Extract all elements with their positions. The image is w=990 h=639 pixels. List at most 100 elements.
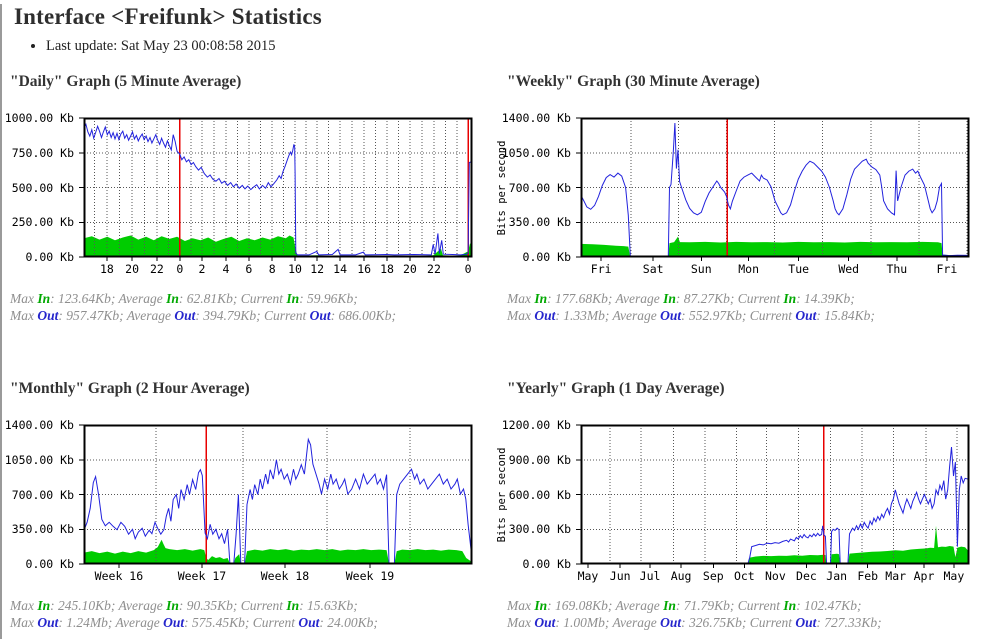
x-axis-tick-label: 12 xyxy=(310,262,325,276)
x-axis-tick-label: Fri xyxy=(590,262,612,276)
x-axis-tick-label: Week 18 xyxy=(260,569,310,583)
page-title: Interface <Freifunk> Statistics xyxy=(14,4,322,29)
y-axis-gutter: Bits per second 1400.00 Kb 1050.00 Kb 700.0… xyxy=(496,111,581,264)
stat-value: : 326.75Kb; xyxy=(681,615,750,630)
in-label: In xyxy=(166,598,179,613)
yearly-graph-title: "Yearly" Graph (1 Day Average) xyxy=(507,380,725,397)
out-label: Out xyxy=(660,308,682,323)
x-axis-tick-label: 6 xyxy=(245,262,253,276)
out-stats-line: Max Out: 1.33Mb; Average Out: 552.97Kb; … xyxy=(507,307,990,324)
stat-value: : 394.79Kb; xyxy=(195,308,265,323)
y-axis-tick-label: 0.00 Kb xyxy=(25,250,74,264)
x-axis-tick-label: 20 xyxy=(402,262,417,276)
y-axis-tick-label: 1200.00 Kb xyxy=(501,418,571,432)
stat-word: Average xyxy=(126,308,175,323)
stat-word: Average xyxy=(615,598,664,613)
plot-border xyxy=(580,424,970,565)
y-axis-gutter: 1000.00 Kb 750.00 Kb 500.00 Kb 250.00 Kb 0.0… xyxy=(2,111,84,264)
out-traffic-line xyxy=(83,122,473,256)
stat-word: Current xyxy=(737,598,784,613)
stat-value: : 1.00Mb; xyxy=(555,615,613,630)
y-axis-tick-label: 900.00 Kb xyxy=(508,452,571,467)
stat-value: : 169.08Kb; xyxy=(547,598,616,613)
in-stats-line: Max In: 245.10Kb; Average In: 90.35Kb; C… xyxy=(10,597,499,614)
mrtg-stats-page: { "page": { "title": "Interface <Freifun… xyxy=(0,4,990,639)
x-axis-tick-label: 16 xyxy=(357,262,372,276)
x-axis-tick-label: Week 19 xyxy=(345,569,395,583)
stat-value: : 1.24Mb; xyxy=(58,615,116,630)
-weekly-graph-minute-average-plot xyxy=(576,117,970,261)
x-axis-labels: Week 16 Week 17 Week 18 Week 19 xyxy=(84,569,472,586)
y-axis-tick-label: 250.00 Kb xyxy=(11,215,74,230)
x-axis-tick-label: Aug xyxy=(670,569,692,583)
stat-value: : 59.96Kb; xyxy=(299,291,358,306)
x-axis-tick-label: Week 16 xyxy=(94,569,144,583)
y-axis-tick-label: 500.00 Kb xyxy=(11,180,74,195)
in-label: In xyxy=(37,598,51,613)
in-stats-line: Max In: 177.68Kb; Average In: 87.27Kb; C… xyxy=(507,290,990,307)
graphs-row-1: "Daily" Graph (5 Minute Average) 1000.00… xyxy=(2,55,990,324)
stat-word: Average xyxy=(115,615,164,630)
x-axis-tick-label: Sun xyxy=(690,262,712,276)
monthly-graph-stats: Max In: 245.10Kb; Average In: 90.35Kb; C… xyxy=(10,597,499,631)
stat-word: Current xyxy=(264,308,310,323)
out-stats-line: Max Out: 1.00Mb; Average Out: 326.75Kb; … xyxy=(507,614,990,631)
-yearly-graph-day-average-plot xyxy=(576,424,970,568)
stat-word: Average xyxy=(612,615,661,630)
plot-area: 18 20 22 0 2 4 6 8 10 12 14 16 18 20 22 0 xyxy=(79,117,473,279)
x-axis-labels: May Jun Jul Aug Sep Oct Nov Dec Jan Feb Mar Apr May xyxy=(578,569,969,586)
stat-word: Current xyxy=(252,615,299,630)
stat-value: : 90.35Kb; xyxy=(178,598,241,613)
plot-border xyxy=(580,117,970,258)
y-axis-title: Bits per second xyxy=(496,447,508,542)
stat-value: : 15.63Kb; xyxy=(299,598,358,613)
plot-border xyxy=(83,424,473,565)
plot-area: Week 16 Week 17 Week 18 Week 19 xyxy=(79,424,473,586)
y-axis-tick-label: 1050.00 Kb xyxy=(501,145,571,160)
stat-value: : 245.10Kb; xyxy=(50,598,119,613)
x-axis-tick-label: Tue xyxy=(788,262,810,276)
stat-word: Max xyxy=(10,598,38,613)
stat-word: Max xyxy=(507,291,535,306)
x-axis-tick-label: May xyxy=(943,569,965,583)
x-axis-tick-label: 0 xyxy=(176,262,184,276)
x-axis-tick-label: 10 xyxy=(288,262,302,276)
stat-word: Current xyxy=(749,308,796,323)
out-traffic-line xyxy=(580,122,970,257)
daily-graph-title: "Daily" Graph (5 Minute Average) xyxy=(10,73,242,90)
in-label: In xyxy=(37,291,51,306)
yearly-section: "Yearly" Graph (1 Day Average) Bits per … xyxy=(496,362,990,631)
in-stats-line: Max In: 169.08Kb; Average In: 71.79Kb; C… xyxy=(507,597,990,614)
-monthly-graph-hour-average-plot xyxy=(79,424,473,568)
y-axis-tick-label: 1050.00 Kb xyxy=(4,452,74,467)
y-axis-tick-label: 700.00 Kb xyxy=(11,487,74,502)
yearly-graph-image: Bits per second 1200.00 Kb 900.00 Kb 600.00… xyxy=(496,418,990,586)
y-axis-tick-label: 0.00 Kb xyxy=(25,557,74,571)
stat-value: : 14.39Kb; xyxy=(796,291,855,306)
y-axis-tick-label: 750.00 Kb xyxy=(11,145,74,160)
x-axis-tick-label: Nov xyxy=(764,569,786,583)
x-axis-tick-label: Sat xyxy=(642,262,664,276)
y-axis-tick-label: 1000.00 Kb xyxy=(4,111,74,125)
stat-word: Current xyxy=(749,615,796,630)
x-axis-labels: 18 20 22 0 2 4 6 8 10 12 14 16 18 20 22 0 xyxy=(84,262,472,279)
out-label: Out xyxy=(309,308,331,323)
x-axis-tick-label: Jul xyxy=(639,569,661,583)
stat-word: Max xyxy=(507,598,535,613)
y-axis-tick-label: 700.00 Kb xyxy=(508,180,571,195)
out-label: Out xyxy=(660,615,682,630)
stat-value: : 686.00Kb; xyxy=(330,308,396,323)
out-label: Out xyxy=(37,615,59,630)
last-update-text: Last update: Sat May 23 00:08:58 2015 xyxy=(46,38,990,55)
x-axis-tick-label: Feb xyxy=(857,569,879,583)
in-label: In xyxy=(783,598,797,613)
x-axis-tick-label: 2 xyxy=(198,262,206,276)
stat-word: Average xyxy=(118,291,167,306)
stat-value: : 102.47Kb; xyxy=(796,598,862,613)
stat-word: Max xyxy=(507,308,535,323)
x-axis-tick-label: Fri xyxy=(936,262,958,276)
x-axis-tick-label: 20 xyxy=(125,262,140,276)
stat-word: Max xyxy=(10,291,38,306)
stat-value: : 727.33Kb; xyxy=(816,615,882,630)
stat-word: Average xyxy=(612,308,661,323)
